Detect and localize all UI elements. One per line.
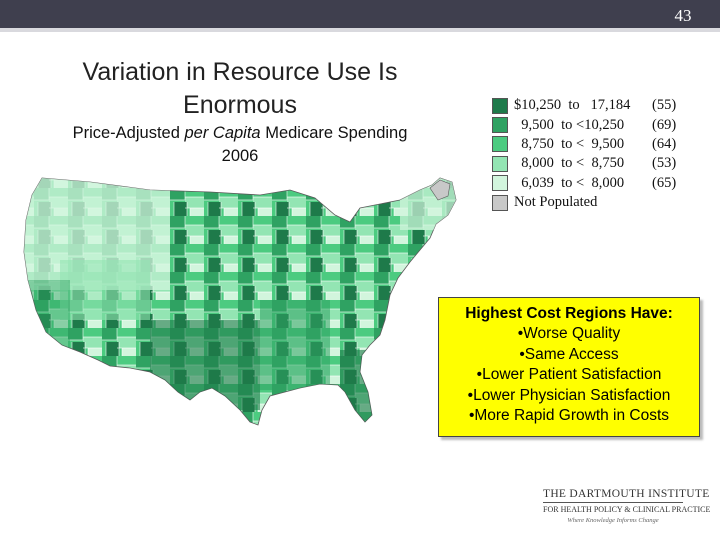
subtitle-pre: Price-Adjusted — [72, 124, 185, 142]
callout-item: •Worse Quality — [517, 325, 621, 342]
legend-item: $10,250 to 17,184 (55) — [492, 96, 692, 115]
legend-count: (55) — [652, 97, 677, 114]
legend-item: 8,000 to < 8,750 (53) — [492, 154, 692, 173]
legend-range: 8,750 to < 9,500 — [514, 135, 625, 152]
legend-range: 6,039 to < 8,000 — [514, 174, 625, 191]
legend-count: (53) — [652, 155, 677, 172]
not-populated-area — [429, 179, 451, 201]
callout-item: •Same Access — [519, 345, 619, 363]
slide-header-bar — [0, 0, 720, 28]
slide-title: Variation in Resource Use Is Enormous — [82, 58, 398, 119]
legend-swatch — [492, 136, 508, 153]
legend-swatch — [492, 155, 508, 172]
callout-item: •More Rapid Growth in Costs — [468, 407, 670, 425]
legend-swatch — [492, 194, 508, 211]
subtitle-year: 2006 — [221, 147, 259, 165]
legend-item: 6,039 to < 8,000 (65) — [492, 174, 692, 193]
legend-range: $10,250 to 17,184 — [514, 97, 631, 114]
legend-item: 8,750 to < 9,500 (64) — [492, 135, 692, 154]
callout-item: •Lower Patient Satisfaction — [476, 366, 662, 384]
logo-tagline: Where Knowledge Informs Change — [567, 517, 659, 524]
subtitle-post: Medicare Spending — [260, 124, 408, 142]
logo-line1: THE DARTMOUTH INSTITUTE — [543, 488, 709, 503]
callout-heading: Highest Cost Regions Have: — [465, 305, 673, 322]
legend-count: (65) — [652, 174, 677, 191]
page-number: 43 — [658, 4, 708, 28]
legend-item-not-populated: Not Populated — [492, 193, 692, 212]
header-accent-line — [0, 28, 720, 32]
legend-range: 8,000 to < 8,750 — [514, 155, 625, 172]
highest-cost-callout: Highest Cost Regions Have: •Worse Qualit… — [438, 297, 700, 437]
logo-line2: FOR HEALTH POLICY & CLINICAL PRACTICE — [543, 505, 711, 514]
dartmouth-logo: THE DARTMOUTH INSTITUTE FOR HEALTH POLIC… — [543, 488, 711, 532]
subtitle-italic: per Capita — [184, 124, 261, 142]
legend-swatch — [492, 175, 508, 192]
map-legend: $10,250 to 17,184 (55) 9,500 to <10,250 … — [492, 96, 692, 212]
legend-item: 9,500 to <10,250 (69) — [492, 115, 692, 134]
legend-range: 9,500 to <10,250 — [514, 116, 625, 133]
legend-swatch — [492, 97, 508, 114]
legend-count: (69) — [652, 116, 677, 133]
legend-count: (64) — [652, 135, 677, 152]
callout-item: •Lower Physician Satisfaction — [467, 386, 671, 404]
legend-swatch — [492, 117, 508, 134]
slide-subtitle: Price-Adjusted per Capita Medicare Spend… — [25, 122, 455, 168]
us-map — [23, 177, 457, 426]
legend-not-populated-label: Not Populated — [514, 194, 598, 211]
